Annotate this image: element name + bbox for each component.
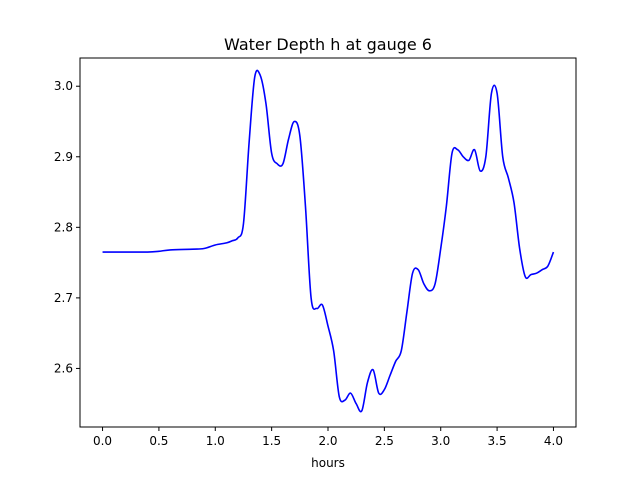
series-layer bbox=[102, 69, 555, 413]
plot-area-frame bbox=[79, 57, 577, 428]
x-tick-label: 2.0 bbox=[318, 434, 337, 448]
y-tick-label: 2.7 bbox=[54, 291, 73, 305]
x-tick-label: 0.5 bbox=[149, 434, 168, 448]
chart-title: Water Depth h at gauge 6 bbox=[224, 35, 432, 54]
x-tick-label: 2.5 bbox=[375, 434, 394, 448]
x-axis-label: hours bbox=[311, 456, 345, 470]
x-axis-ticks: 0.0 0.5 1.0 1.5 2.0 2.5 3.0 3.5 4.0 bbox=[93, 427, 563, 448]
x-tick-label: 0.0 bbox=[93, 434, 112, 448]
x-tick-label: 3.5 bbox=[488, 434, 507, 448]
x-tick-label: 3.0 bbox=[431, 434, 450, 448]
y-axis-ticks: 2.6 2.7 2.8 2.9 3.0 bbox=[54, 79, 80, 375]
series-line-0 bbox=[102, 69, 555, 413]
x-tick-label: 1.5 bbox=[262, 434, 281, 448]
y-tick-label: 2.9 bbox=[54, 150, 73, 164]
x-tick-label: 4.0 bbox=[544, 434, 563, 448]
y-tick-label: 2.6 bbox=[54, 361, 73, 375]
y-tick-label: 3.0 bbox=[54, 79, 73, 93]
x-tick-label: 1.0 bbox=[206, 434, 225, 448]
y-tick-label: 2.8 bbox=[54, 220, 73, 234]
